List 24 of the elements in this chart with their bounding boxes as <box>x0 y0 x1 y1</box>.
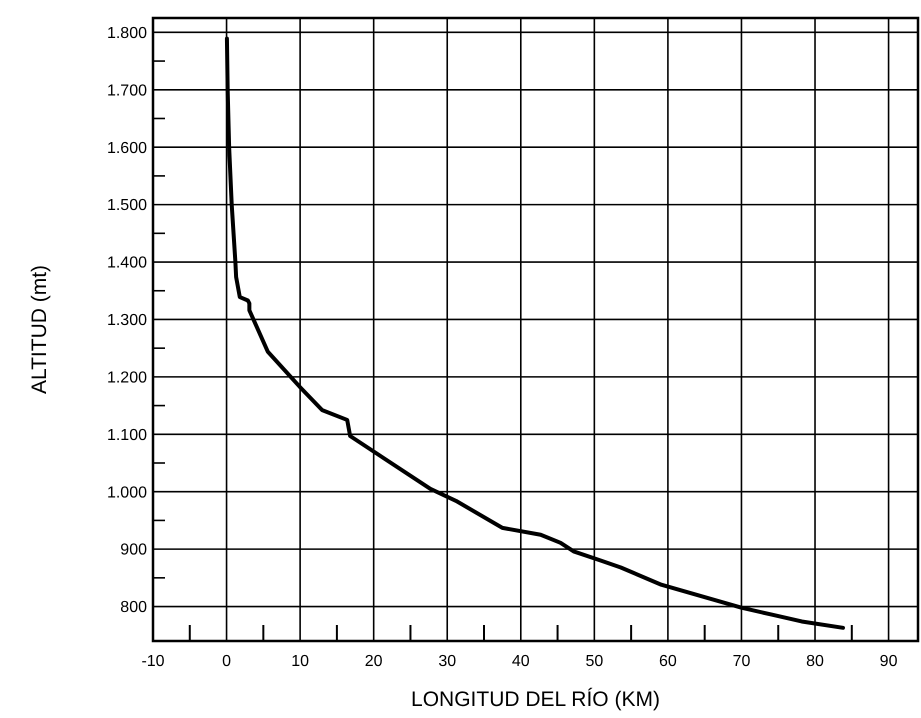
x-tick-label: 20 <box>364 653 383 670</box>
x-tick-label: 40 <box>512 653 530 670</box>
y-tick-label: 1.000 <box>106 484 148 502</box>
x-tick-label: 30 <box>438 653 456 670</box>
x-tick-label: 0 <box>222 653 232 670</box>
x-tick-label: 10 <box>291 653 310 670</box>
x-tick-label: 90 <box>880 653 898 670</box>
x-tick-label: 70 <box>732 653 750 670</box>
x-tick-label: 80 <box>806 653 824 670</box>
y-tick-label: 1.400 <box>106 254 148 272</box>
y-tick-label: 1.200 <box>106 369 148 386</box>
y-tick-label: 1.600 <box>106 140 148 157</box>
x-tick-label: 60 <box>659 653 677 670</box>
x-axis-title: LONGITUD DEL RÍO (KM) <box>411 687 660 711</box>
y-tick-label: 900 <box>120 542 148 559</box>
y-tick-label: 800 <box>120 599 148 616</box>
y-tick-label: 1.100 <box>106 426 148 444</box>
x-tick-label: -10 <box>141 653 165 670</box>
y-axis-title: ALTITUD (mt) <box>28 264 51 394</box>
y-tick-label: 1.300 <box>106 312 148 330</box>
y-tick-label: 1.500 <box>106 197 148 214</box>
x-tick-label: 50 <box>585 653 604 670</box>
y-tick-label: 1.800 <box>106 24 148 42</box>
y-tick-label: 1.700 <box>106 82 148 100</box>
